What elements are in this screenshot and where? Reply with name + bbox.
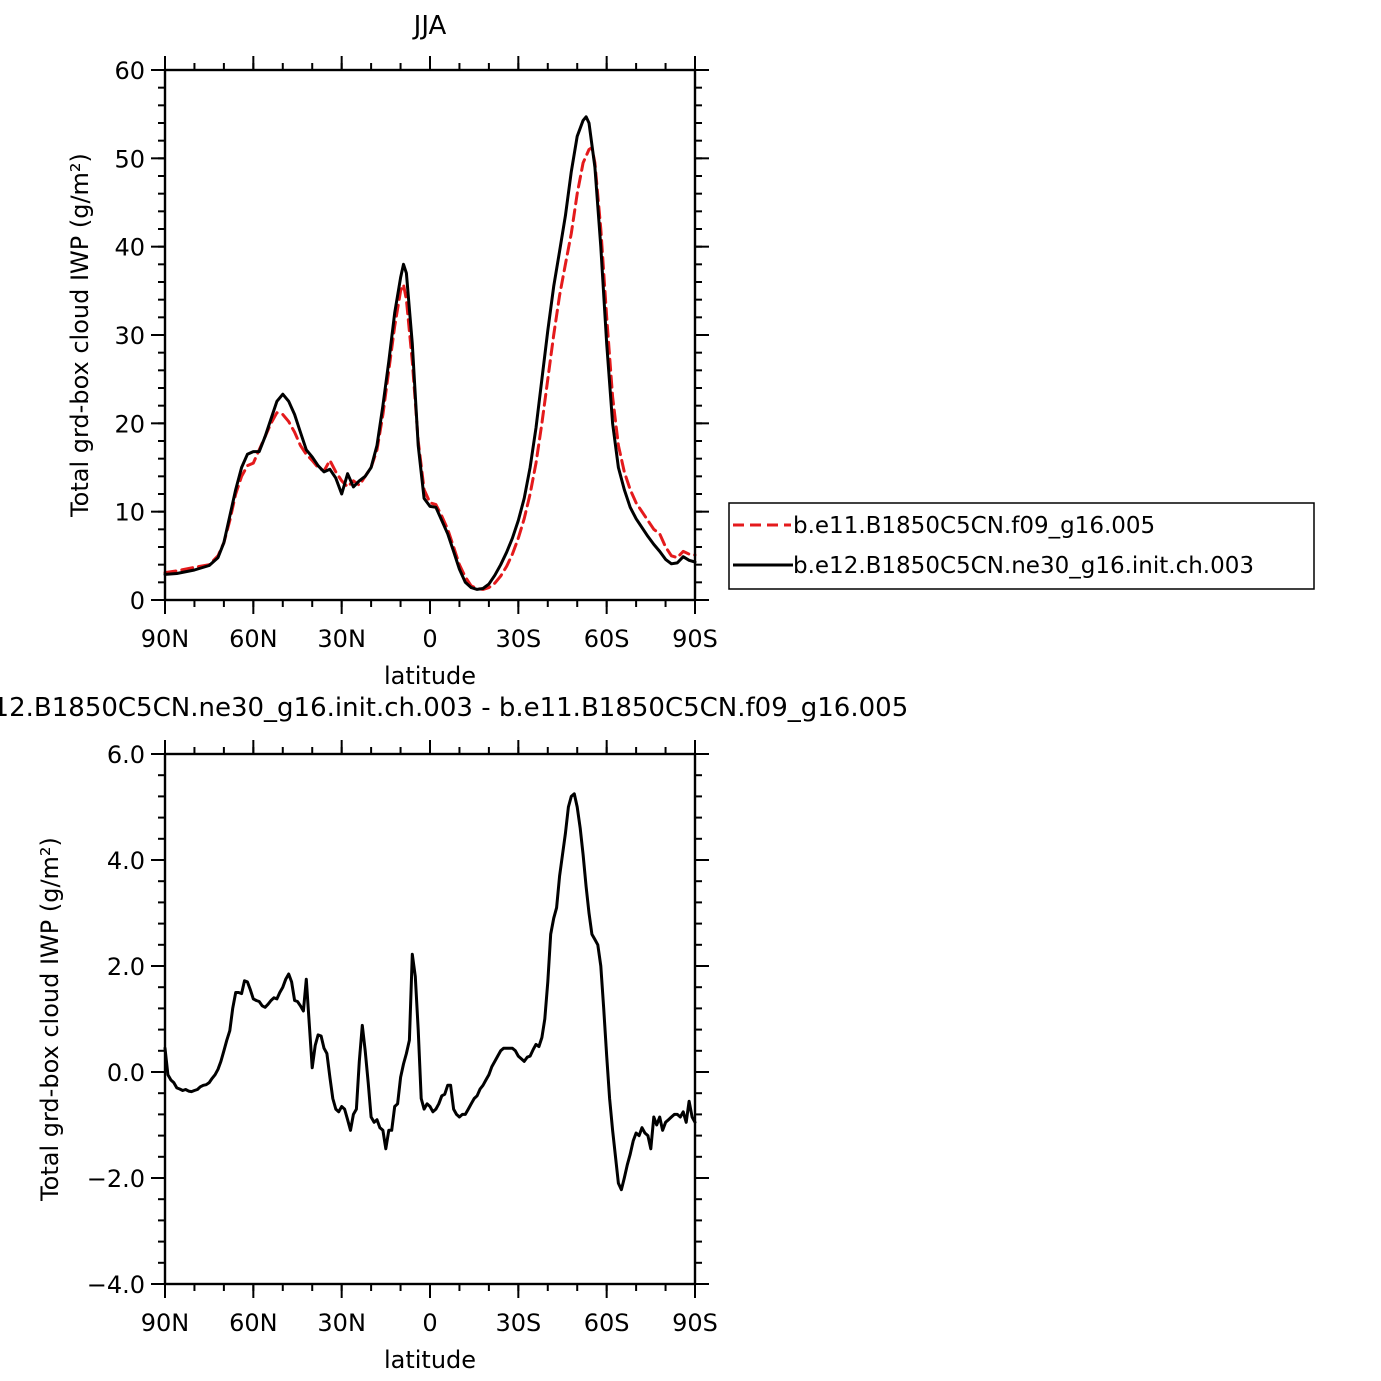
bottom-plot-frame — [163, 752, 697, 1286]
legend-label-1: b.e12.B1850C5CN.ne30_g16.init.ch.003 — [793, 553, 1254, 579]
top-y-tick-label: 0 — [130, 587, 145, 615]
top-x-tick-label: 30N — [317, 625, 366, 653]
top-y-axis-title: Total grd-box cloud IWP (g/m²) — [66, 153, 94, 518]
bottom-y-tick-label: −4.0 — [87, 1271, 145, 1299]
bottom-y-tick-label: 0.0 — [107, 1059, 145, 1087]
legend-box — [728, 502, 1315, 590]
legend-label-0: b.e11.B1850C5CN.f09_g16.005 — [793, 513, 1155, 539]
top-x-tick-label: 60N — [229, 625, 278, 653]
bottom-y-tick-label: 4.0 — [107, 847, 145, 875]
top-y-tick-label: 30 — [114, 322, 145, 350]
bottom-x-tick-label: 30S — [495, 1309, 541, 1337]
bottom-x-tick-label: 90N — [141, 1309, 190, 1337]
top-plot-frame — [163, 68, 697, 602]
top-y-tick-label: 60 — [114, 57, 145, 85]
top-series-line-1 — [163, 115, 697, 591]
bottom-x-tick-label: 60S — [584, 1309, 630, 1337]
top-y-tick-label: 50 — [114, 145, 145, 173]
top-y-tick-label: 10 — [114, 499, 145, 527]
top-panel: JJA 90N 60N 30N 0 30S 60S 90S 0 10 20 30 40 50 60 lat… — [66, 11, 718, 690]
top-x-tick-label: 30S — [495, 625, 541, 653]
bottom-x-tick-label: 30N — [317, 1309, 366, 1337]
bottom-x-axis-title: latitude — [384, 1346, 476, 1374]
bottom-panel: b.e12.B1850C5CN.ne30_g16.init.ch.003 - b… — [0, 693, 908, 1374]
top-x-axis-title: latitude — [384, 662, 476, 690]
bottom-x-tick-label: 60N — [229, 1309, 278, 1337]
top-y-tick-label: 40 — [114, 234, 145, 262]
bottom-series-line-0 — [163, 792, 697, 1192]
bottom-plot-title: b.e12.B1850C5CN.ne30_g16.init.ch.003 - b… — [0, 693, 908, 723]
top-plot-title: JJA — [412, 11, 447, 41]
top-series-line-0 — [163, 146, 697, 591]
bottom-x-tick-label: 90S — [672, 1309, 718, 1337]
top-x-tick-label: 90N — [141, 625, 190, 653]
legend: b.e11.B1850C5CN.f09_g16.005 b.e12.B1850C… — [728, 502, 1315, 590]
bottom-y-tick-label: 6.0 — [107, 741, 145, 769]
bottom-y-tick-label: −2.0 — [87, 1165, 145, 1193]
top-x-tick-label: 0 — [422, 625, 437, 653]
top-y-tick-label: 20 — [114, 410, 145, 438]
bottom-x-tick-label: 0 — [422, 1309, 437, 1337]
top-x-tick-label: 90S — [672, 625, 718, 653]
bottom-y-tick-label: 2.0 — [107, 953, 145, 981]
bottom-y-axis-title: Total grd-box cloud IWP (g/m²) — [36, 837, 64, 1202]
top-x-tick-label: 60S — [584, 625, 630, 653]
